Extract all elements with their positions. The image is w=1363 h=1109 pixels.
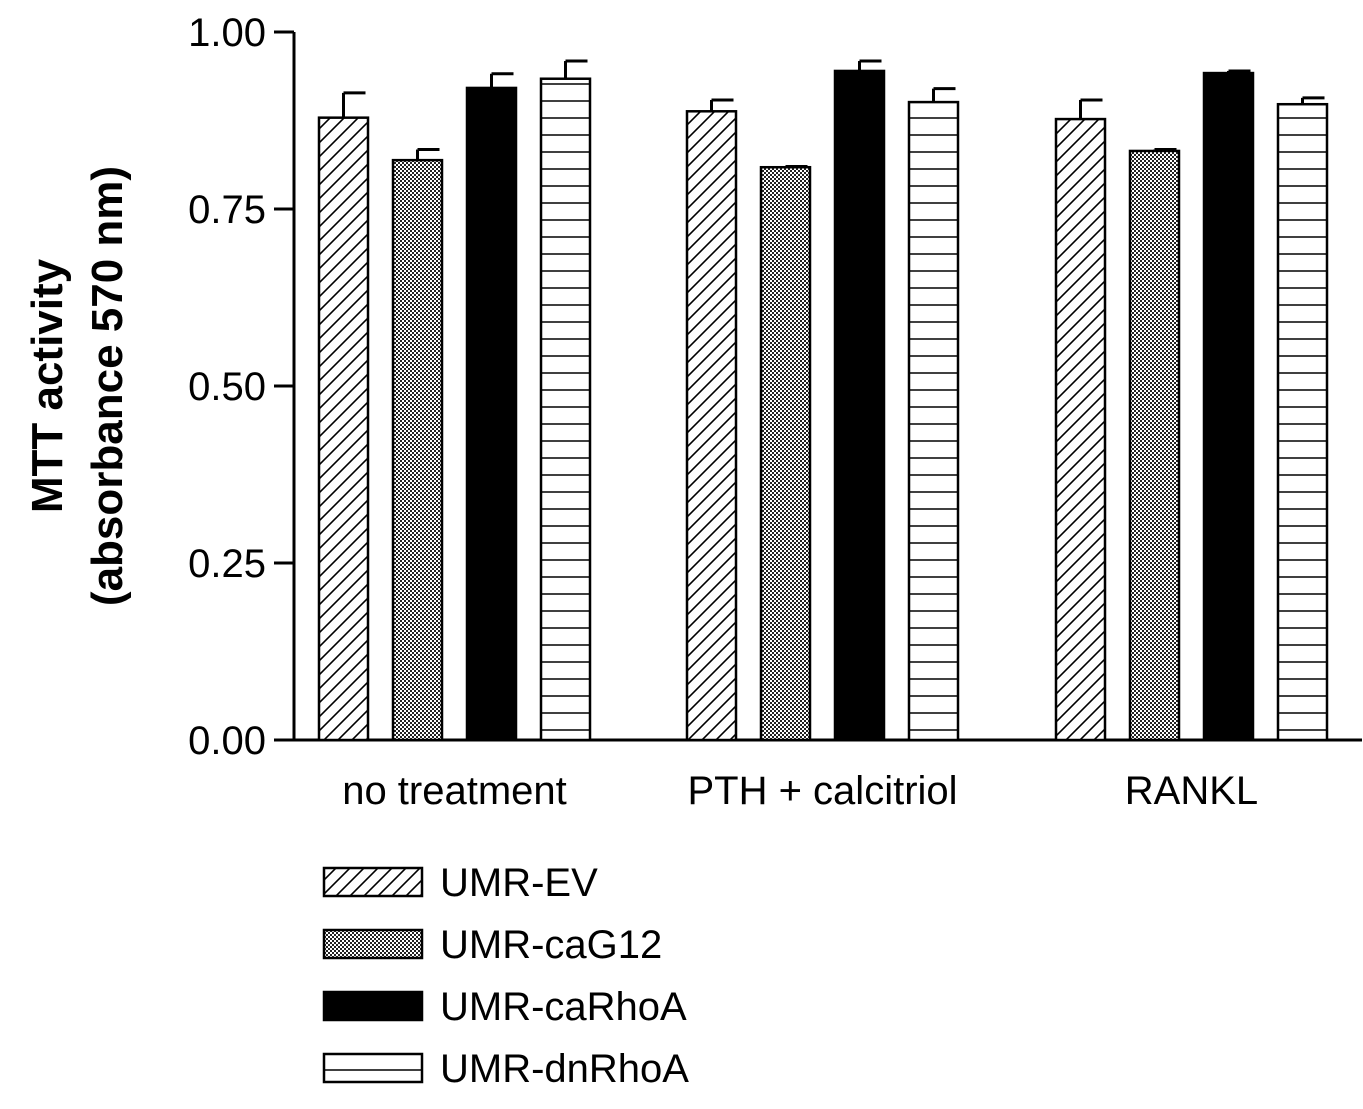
y-axis-title-line-1: MTT activity xyxy=(23,258,72,513)
y-tick-label: 0.00 xyxy=(188,719,266,763)
y-tick-label: 0.75 xyxy=(188,188,266,232)
legend-swatch xyxy=(322,990,424,1022)
y-axis-title: MTT activity (absorbance 570 nm) xyxy=(23,166,132,606)
legend-swatch xyxy=(322,1052,424,1084)
category-label: RANKL xyxy=(1125,769,1258,813)
bar xyxy=(317,116,370,742)
bar xyxy=(1128,149,1181,742)
bar xyxy=(1202,71,1255,742)
legend-swatch xyxy=(322,928,424,960)
bar xyxy=(465,86,518,742)
legend-label: UMR-dnRhoA xyxy=(440,1047,689,1091)
bar xyxy=(907,100,960,742)
y-tick-label: 1.00 xyxy=(188,11,266,55)
y-axis-title-line-2: (absorbance 570 nm) xyxy=(83,166,132,606)
bar xyxy=(685,110,738,742)
y-tick-label: 0.25 xyxy=(188,542,266,586)
bar xyxy=(833,69,886,742)
category-label: PTH + calcitriol xyxy=(687,769,957,813)
legend: UMR-EV UMR-caG12 UMR-caRhoA UMR-dnRhoA xyxy=(322,861,689,1091)
y-tick-label: 0.50 xyxy=(188,365,266,409)
legend-swatch xyxy=(322,866,424,898)
bars-group xyxy=(317,59,1329,742)
legend-label: UMR-caG12 xyxy=(440,923,662,967)
bar xyxy=(391,158,444,742)
category-labels: no treatment PTH + calcitriol RANKL xyxy=(342,769,1258,813)
legend-label: UMR-caRhoA xyxy=(440,985,687,1029)
bar xyxy=(759,165,812,742)
category-label: no treatment xyxy=(342,769,567,813)
bar xyxy=(539,77,592,742)
bar xyxy=(1054,117,1107,742)
legend-label: UMR-EV xyxy=(440,861,598,905)
bar xyxy=(1276,102,1329,742)
